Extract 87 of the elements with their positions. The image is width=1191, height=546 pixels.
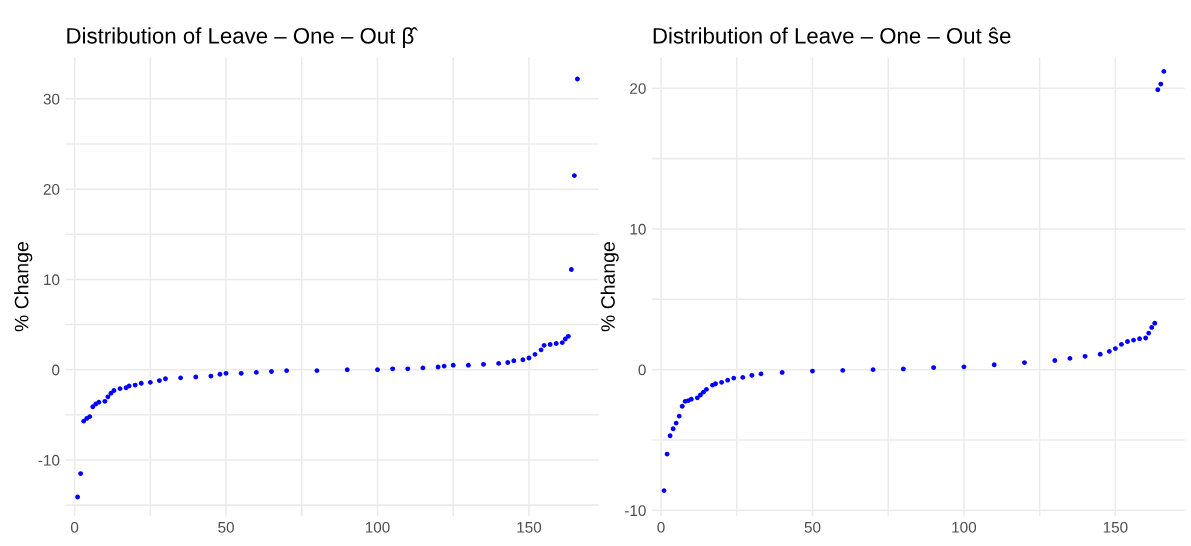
point [679, 403, 685, 409]
point [78, 471, 84, 476]
point [1082, 353, 1088, 359]
y-tick-label: 10 [630, 223, 646, 235]
point [991, 362, 997, 368]
point [931, 365, 937, 370]
point [105, 394, 111, 400]
point [217, 371, 223, 377]
point [238, 370, 244, 376]
point [1155, 87, 1161, 93]
point [749, 372, 755, 378]
y-tick-label: 30 [43, 93, 60, 105]
point [719, 379, 724, 385]
point [667, 433, 673, 439]
point [1158, 81, 1164, 87]
x-tick-label: 0 [657, 521, 665, 533]
x-tick-label: 100 [365, 521, 390, 533]
y-axis-title: % Change [600, 242, 619, 332]
point [390, 366, 396, 372]
point [779, 370, 785, 375]
y-tick-label: 20 [43, 184, 60, 195]
point [157, 378, 162, 383]
x-tick-label: 0 [70, 521, 79, 533]
chart-title: Distribution of Leave – One – Out β̂ [67, 27, 418, 49]
chart-title: Distribution of Leave – One – Out ŝe [653, 27, 1011, 44]
point [505, 360, 511, 365]
point [1106, 348, 1112, 354]
point [547, 342, 553, 347]
x-tick-label: 50 [804, 521, 821, 533]
point [1022, 360, 1027, 366]
point [481, 361, 486, 367]
point [740, 374, 746, 380]
point [314, 368, 320, 374]
point [1112, 346, 1118, 351]
point [253, 370, 259, 375]
y-tick-label: -10 [38, 454, 60, 466]
point [1119, 341, 1124, 347]
y-tick-label: -10 [624, 505, 646, 517]
point [511, 358, 517, 364]
point [694, 395, 700, 401]
point [138, 380, 144, 386]
point [269, 369, 274, 374]
x-tick-label: 50 [218, 521, 234, 533]
point [405, 366, 411, 372]
y-tick-label: 0 [52, 364, 60, 376]
point [193, 374, 199, 380]
x-tick-label: 150 [1103, 521, 1128, 533]
point [1152, 320, 1158, 326]
point [117, 386, 123, 392]
point [1097, 351, 1103, 357]
point [1052, 358, 1058, 363]
point [571, 173, 577, 179]
x-tick-label: 100 [952, 521, 977, 533]
point [1125, 339, 1130, 344]
point [1137, 336, 1143, 342]
y-tick-label: 0 [638, 364, 646, 376]
point [496, 360, 502, 366]
point [178, 375, 184, 381]
point [223, 370, 229, 376]
point [553, 341, 559, 346]
point [163, 376, 168, 382]
y-axis-title: % Change [14, 242, 33, 332]
point [840, 367, 846, 373]
point [731, 375, 737, 381]
point [541, 342, 547, 348]
point [900, 366, 906, 372]
x-tick-label: 150 [517, 521, 542, 533]
point [670, 426, 676, 432]
point [102, 398, 108, 404]
point [344, 367, 350, 373]
point [1161, 68, 1167, 74]
point [375, 367, 380, 373]
point [568, 267, 574, 272]
point [147, 379, 153, 385]
point [520, 357, 526, 363]
point [1146, 330, 1152, 336]
y-tick-label: 20 [630, 83, 646, 94]
point [725, 377, 731, 383]
y-tick-label: 10 [44, 274, 60, 286]
point [284, 368, 290, 374]
point [1149, 325, 1155, 330]
point [465, 362, 471, 368]
point [870, 367, 876, 373]
point [450, 362, 456, 368]
point [1131, 337, 1136, 343]
point [676, 413, 682, 419]
point [559, 340, 565, 346]
